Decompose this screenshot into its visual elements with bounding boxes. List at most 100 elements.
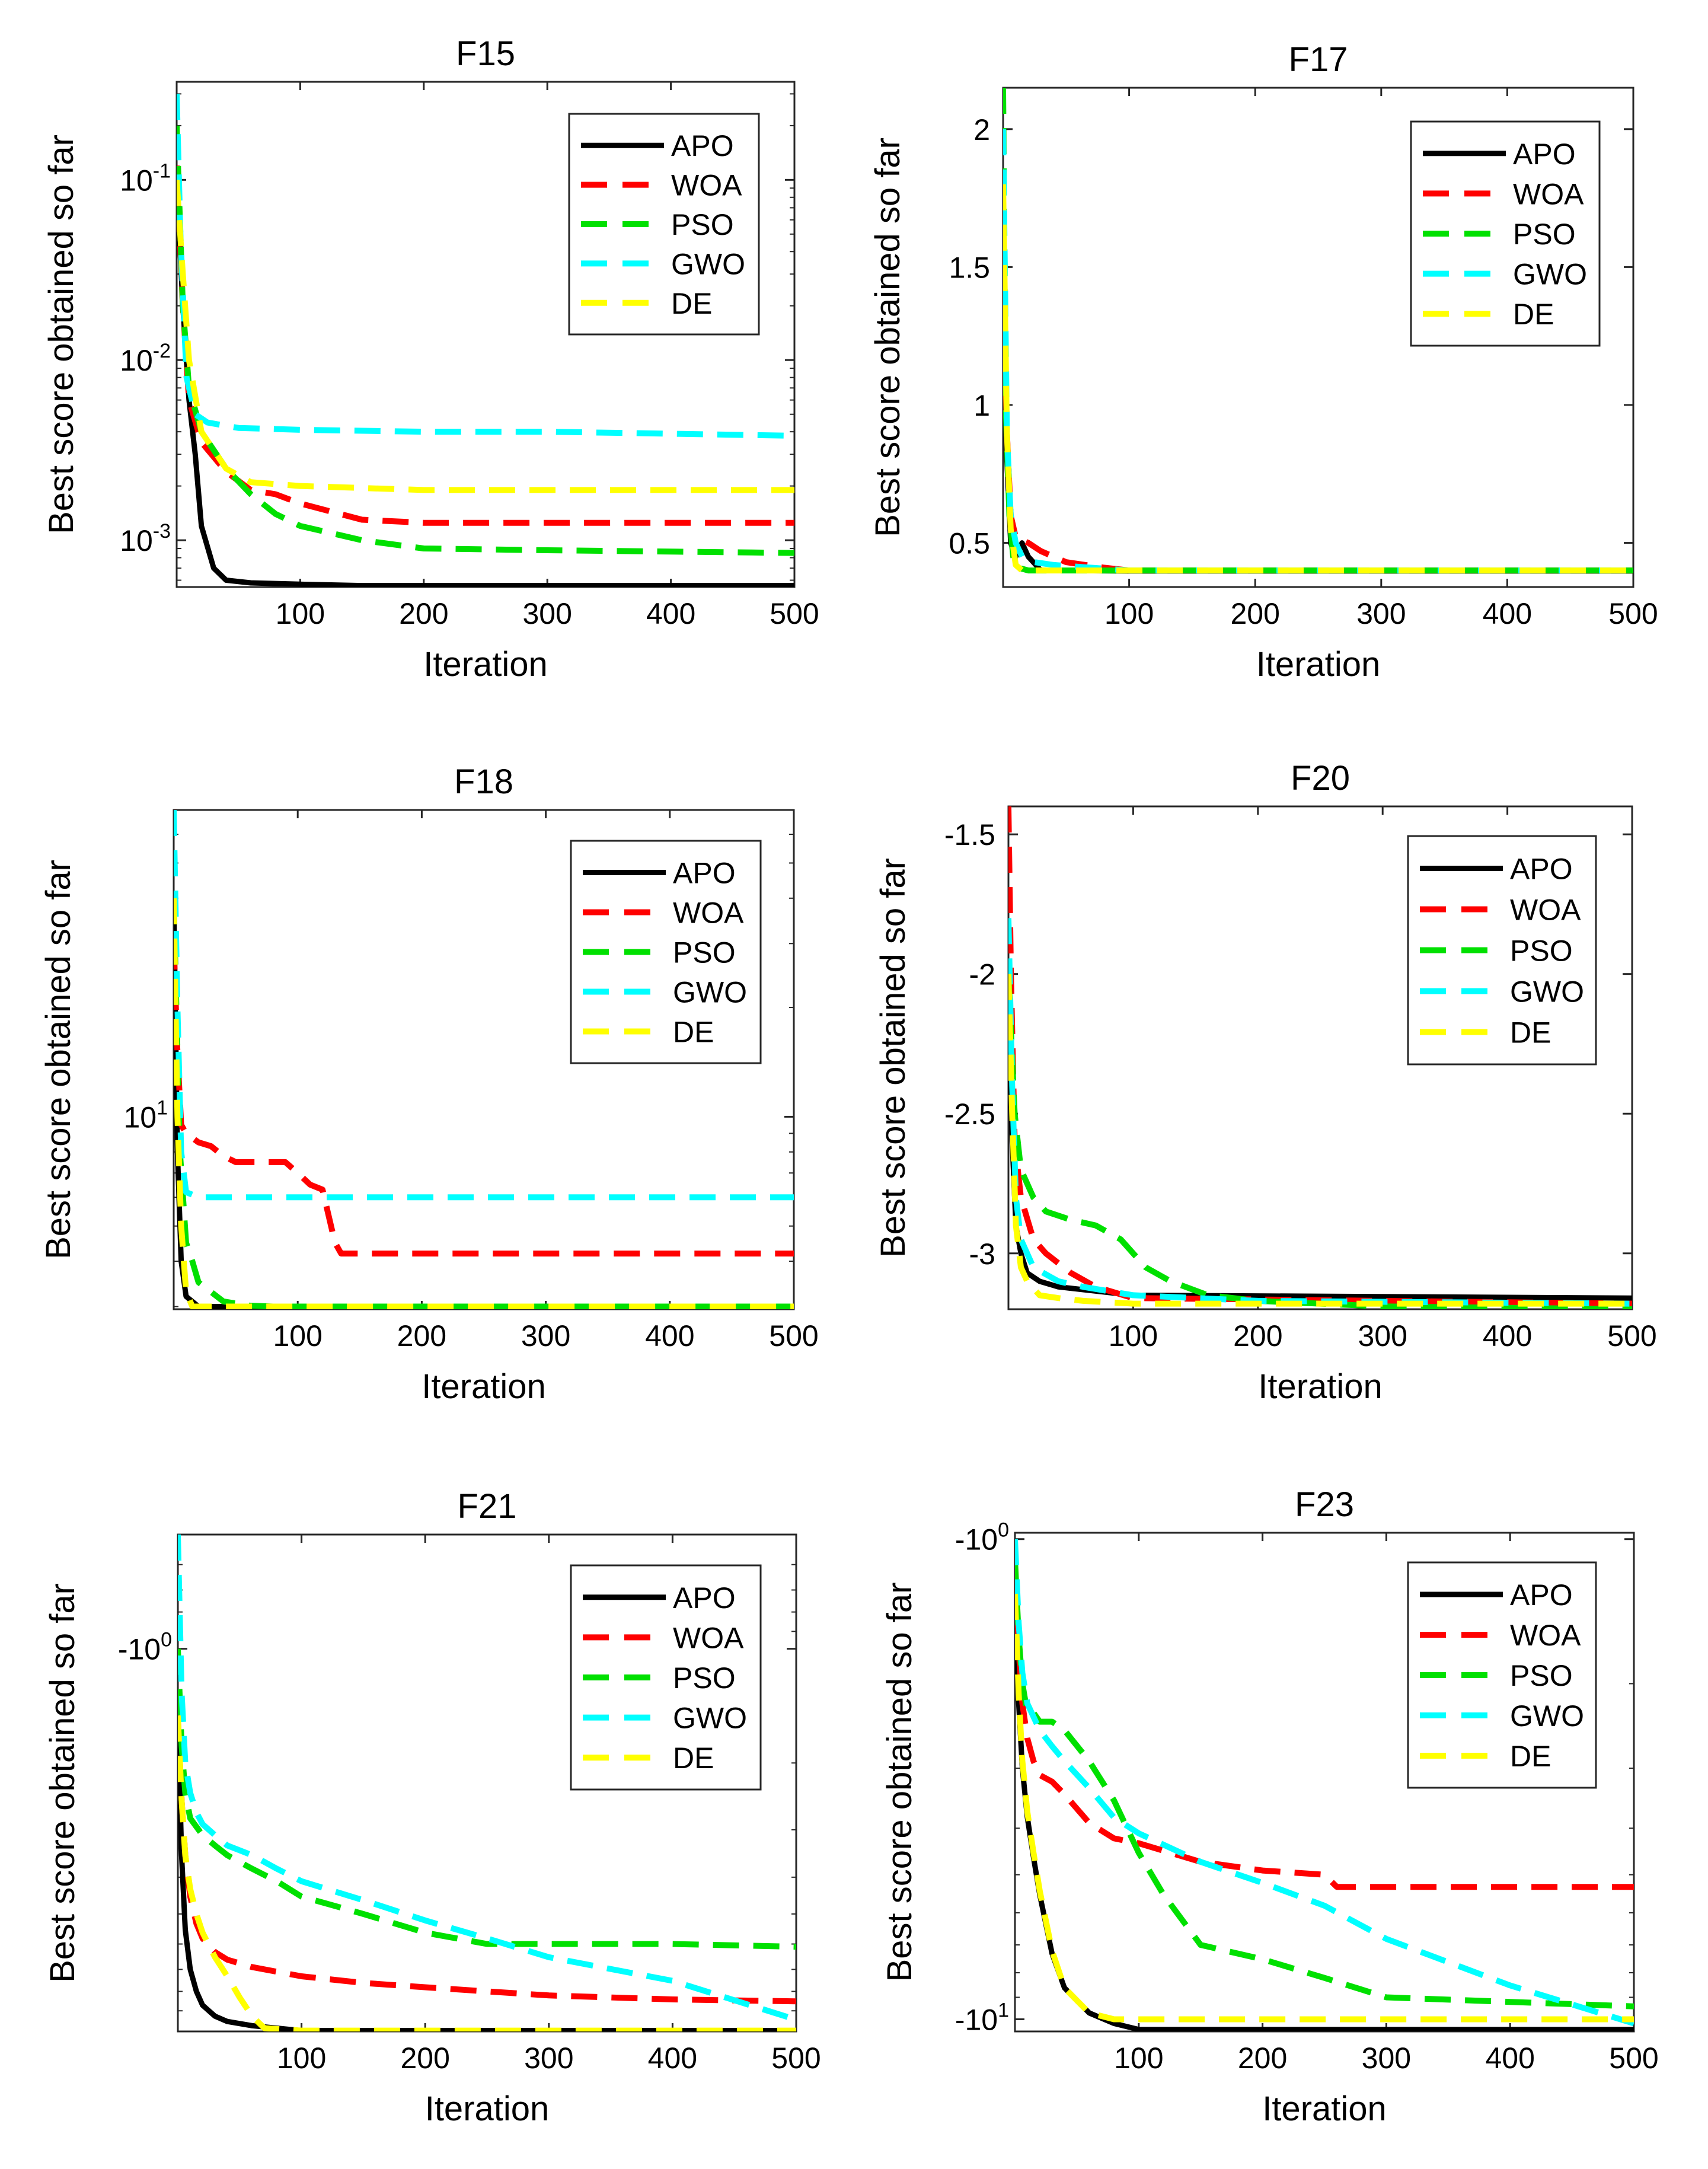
x-tick-label: 100	[1109, 1319, 1158, 1353]
y-tick-label: 10-3	[120, 520, 171, 557]
x-tick-label: 200	[1230, 597, 1279, 630]
legend-label-apo: APO	[673, 857, 736, 890]
legend-label-apo: APO	[673, 1581, 736, 1615]
x-axis-label: Iteration	[422, 1367, 546, 1406]
y-tick-label: -2.5	[944, 1098, 995, 1131]
chart-panel-f17: F17 100 200 300 400 500 Iteration Best score ob…	[869, 40, 1658, 684]
x-tick-label: 200	[1238, 2042, 1287, 2075]
y-axis-label: Best score obtained so far	[43, 1583, 82, 1983]
x-tick-label: 300	[1356, 597, 1406, 630]
series-line-pso	[1015, 1558, 1634, 2009]
series-line-gwo	[1015, 1539, 1634, 2027]
y-axis-label: Best score obtained so far	[874, 858, 912, 1258]
series-line-de	[177, 179, 794, 493]
x-tick-label: 300	[1358, 1319, 1407, 1353]
x-tick-label: 400	[1485, 2042, 1534, 2075]
x-tick-label: 200	[1233, 1319, 1282, 1353]
series-line-de	[174, 898, 794, 1309]
y-tick-label: 1	[973, 389, 990, 422]
x-axis-label: Iteration	[423, 645, 548, 684]
legend-label-apo: APO	[1510, 853, 1573, 886]
x-tick-label: 500	[770, 597, 819, 630]
legend-label-woa: WOA	[671, 169, 742, 202]
legend-label-gwo: GWO	[1510, 1699, 1584, 1733]
x-tick-label: 500	[771, 2042, 821, 2075]
chart-panel-f18: F18 100 200 300 400 500 Iteration Best score ob…	[39, 763, 819, 1406]
legend-label-pso: PSO	[673, 936, 736, 969]
y-tick-label: 1.5	[949, 251, 990, 284]
y-tick-label: 10-2	[120, 340, 171, 377]
legend-label-pso: PSO	[673, 1661, 736, 1695]
legend: APO WOA PSO GWO DE	[1407, 835, 1597, 1066]
legend-label-woa: WOA	[673, 1621, 744, 1654]
y-axis-label: Best score obtained so far	[39, 860, 78, 1259]
x-tick-label: 100	[1104, 597, 1154, 630]
y-axis-label: Best score obtained so far	[869, 138, 907, 537]
x-tick-label: 200	[397, 1319, 446, 1353]
x-tick-label: 100	[273, 1319, 322, 1353]
x-tick-label: 400	[1483, 1319, 1532, 1353]
legend-label-gwo: GWO	[673, 976, 747, 1009]
x-axis-label: Iteration	[1256, 645, 1381, 684]
legend-label-de: DE	[673, 1016, 714, 1049]
chart-panel-f21: F21 100 200 300 400 500 Iteration Best score ob…	[43, 1487, 821, 2128]
x-tick-label: 300	[1362, 2042, 1411, 2075]
legend-label-de: DE	[1510, 1016, 1551, 1050]
x-tick-label: 500	[1608, 597, 1658, 630]
series-line-gwo	[178, 1535, 796, 2023]
chart-title: F17	[1289, 40, 1348, 79]
legend-label-pso: PSO	[671, 208, 734, 241]
legend-label-woa: WOA	[1510, 894, 1581, 927]
legend: APO WOA PSO GWO DE	[1410, 120, 1601, 347]
legend-label-gwo: GWO	[673, 1702, 747, 1735]
legend-label-pso: PSO	[1510, 1659, 1573, 1692]
legend: APO WOA PSO GWO DE	[570, 840, 762, 1064]
legend-label-woa: WOA	[1510, 1619, 1581, 1652]
series-line-apo	[178, 1715, 796, 2031]
y-tick-label: -3	[969, 1237, 995, 1271]
y-tick-label: 10-1	[120, 160, 171, 197]
legend-label-de: DE	[673, 1741, 714, 1775]
series-line-gwo	[1003, 129, 1633, 574]
x-tick-label: 100	[276, 597, 325, 630]
x-tick-label: 200	[399, 597, 448, 630]
legend-label-apo: APO	[1510, 1578, 1573, 1612]
legend-label-woa: WOA	[1513, 177, 1584, 210]
y-tick-label: -100	[118, 1629, 172, 1666]
y-tick-label: -2	[969, 958, 995, 991]
legend: APO WOA PSO GWO DE	[568, 113, 760, 336]
chart-panel-f20: F20 100 200 300 400 500 Iteration Best score ob…	[874, 759, 1657, 1406]
x-tick-label: 400	[645, 1319, 694, 1353]
series-line-pso	[177, 125, 794, 556]
legend-label-de: DE	[1510, 1740, 1551, 1773]
x-tick-label: 300	[522, 597, 572, 630]
chart-panel-f15: F15 100 200 300 400 500 Iteration Best score ob…	[42, 34, 819, 684]
legend-label-gwo: GWO	[1510, 975, 1584, 1009]
x-tick-label: 500	[1609, 2042, 1658, 2075]
series-line-pso	[178, 1648, 796, 1950]
legend-label-gwo: GWO	[1513, 258, 1587, 291]
x-tick-label: 400	[646, 597, 695, 630]
legend-label-pso: PSO	[1510, 934, 1573, 968]
legend-label-de: DE	[1513, 298, 1554, 331]
series-line-gwo	[174, 810, 794, 1201]
y-tick-label: 101	[123, 1096, 168, 1134]
legend: APO WOA PSO GWO DE	[570, 1564, 762, 1791]
y-tick-label: 0.5	[949, 527, 990, 560]
x-tick-label: 200	[400, 2042, 449, 2075]
y-tick-label: -1.5	[944, 818, 995, 851]
y-axis-label: Best score obtained so far	[880, 1583, 919, 1982]
chart-title: F21	[458, 1487, 517, 1526]
chart-title: F23	[1295, 1485, 1354, 1524]
chart-title: F15	[456, 34, 515, 73]
x-tick-label: 300	[524, 2042, 573, 2075]
series-line-de	[178, 1715, 796, 2031]
y-axis-label: Best score obtained so far	[42, 135, 81, 534]
legend-label-apo: APO	[1513, 138, 1576, 171]
legend: APO WOA PSO GWO DE	[1407, 1561, 1597, 1789]
x-tick-label: 300	[521, 1319, 570, 1353]
y-tick-label: 2	[973, 113, 990, 146]
legend-label-de: DE	[671, 287, 712, 320]
x-tick-label: 100	[1114, 2042, 1163, 2075]
x-tick-label: 500	[769, 1319, 818, 1353]
